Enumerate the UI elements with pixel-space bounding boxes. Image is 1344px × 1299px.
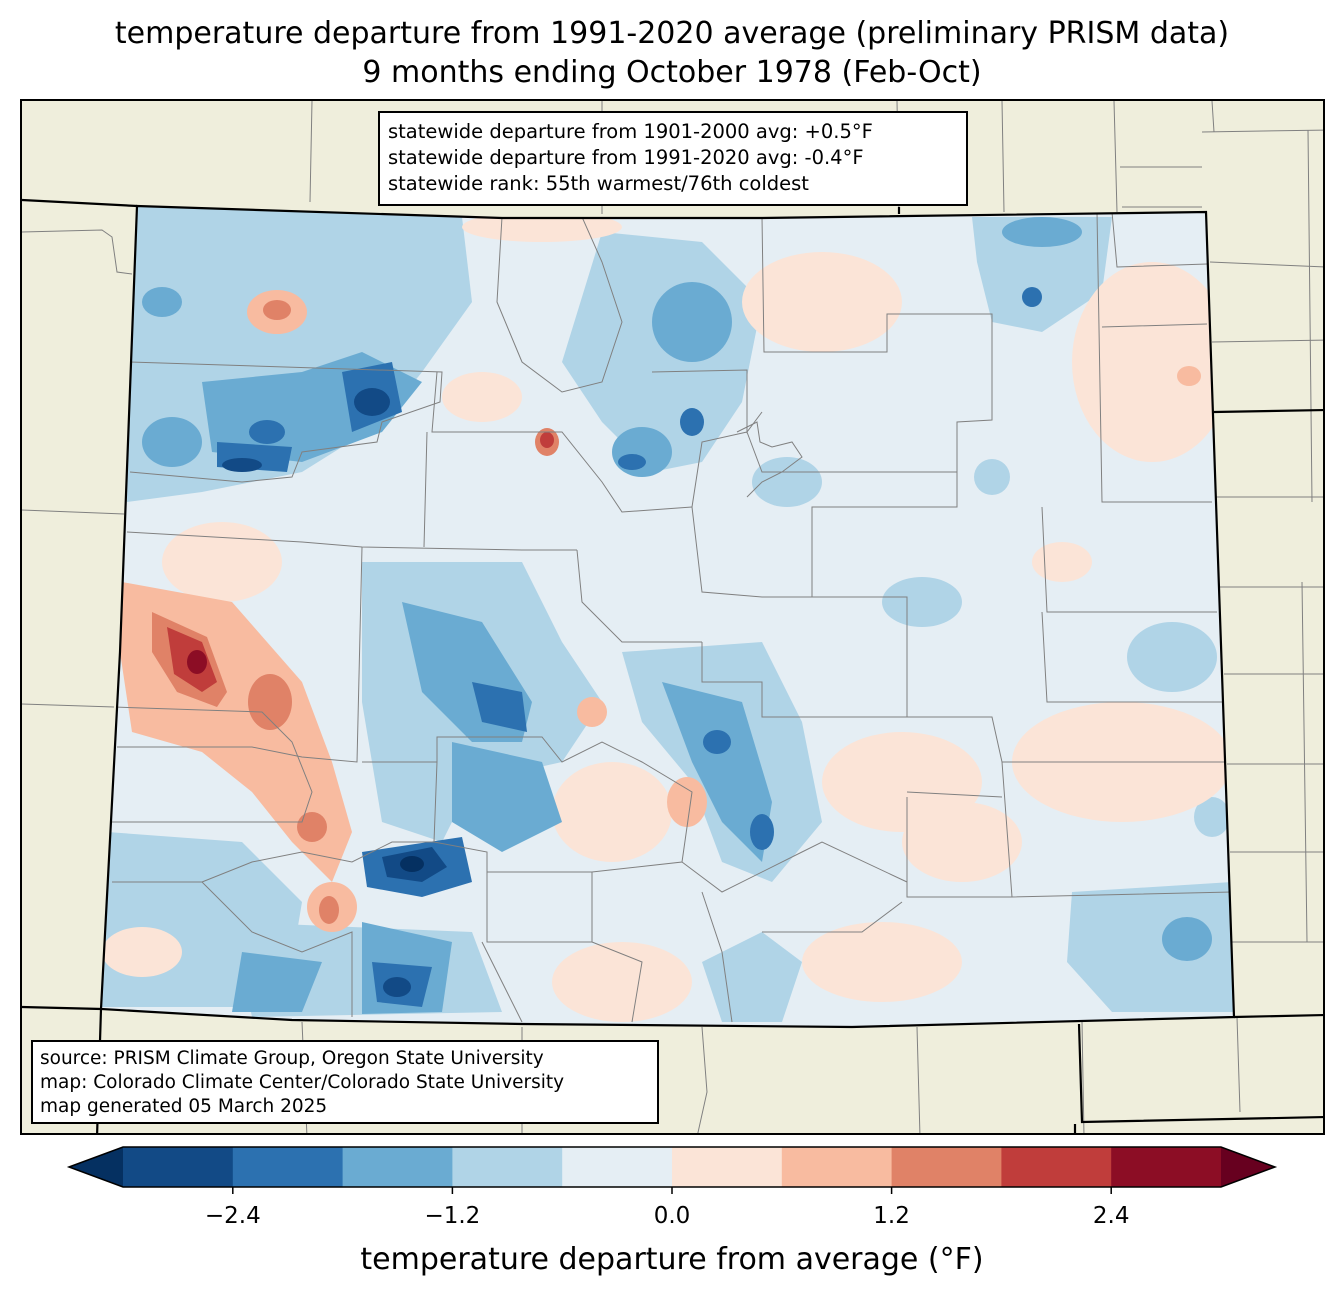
colorbar-tick-label: 1.2 <box>873 1203 910 1229</box>
generated-date-line: map generated 05 March 2025 <box>40 1096 328 1117</box>
colorbar-over-arrow <box>1221 1147 1275 1187</box>
stats-line-rank: statewide rank: 55th warmest/76th coldes… <box>388 172 809 195</box>
colorbar-segment <box>1111 1147 1222 1187</box>
colorbar-under-arrow <box>69 1147 123 1187</box>
source-credit-box: source: PRISM Climate Group, Oregon Stat… <box>31 1040 659 1124</box>
colorbar-segment <box>342 1147 453 1187</box>
statewide-stats-box: statewide departure from 1901-2000 avg: … <box>378 111 968 206</box>
colorbar-outline <box>66 1146 1278 1188</box>
map-credit-line: map: Colorado Climate Center/Colorado St… <box>40 1072 565 1093</box>
temperature-departure-field <box>101 206 1234 1027</box>
colorado-map <box>22 101 1323 1133</box>
map-title: temperature departure from 1991-2020 ave… <box>114 16 1230 51</box>
colorbar-segment <box>1001 1147 1112 1187</box>
colorbar-label: temperature departure from average (°F) <box>360 1242 984 1277</box>
stats-line-1991-2020: statewide departure from 1991-2020 avg: … <box>388 146 864 169</box>
state-borders <box>22 198 1323 1133</box>
stats-line-1901-2000: statewide departure from 1901-2000 avg: … <box>388 120 873 143</box>
colorbar-tick-label: −1.2 <box>424 1203 481 1229</box>
colorbar-segment <box>781 1147 893 1187</box>
colorbar-tick-label: 2.4 <box>1092 1203 1130 1229</box>
map-panel <box>20 99 1325 1135</box>
colorbar-tick-label: −2.4 <box>204 1203 261 1229</box>
colorbar-segment <box>452 1147 563 1187</box>
map-subtitle: 9 months ending October 1978 (Feb-Oct) <box>362 55 982 90</box>
colorbar-segment <box>891 1147 1002 1187</box>
colorbar-segment <box>232 1147 344 1187</box>
colorbar-segment <box>672 1147 783 1187</box>
source-line: source: PRISM Climate Group, Oregon Stat… <box>40 1048 544 1069</box>
colorbar-segment <box>123 1147 234 1187</box>
colorbar-tick-label: 0.0 <box>653 1203 691 1229</box>
colorbar-segment <box>562 1147 673 1187</box>
colorbar <box>66 1146 1278 1194</box>
